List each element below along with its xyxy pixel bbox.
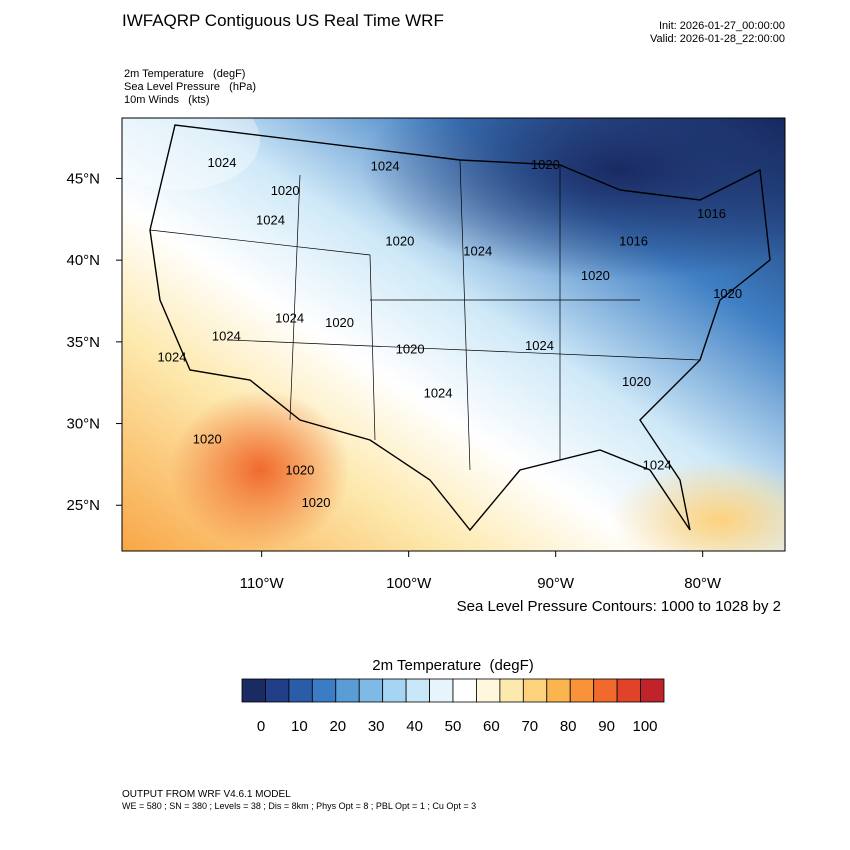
valid-time: Valid: 2026-01-28_22:00:00 bbox=[650, 33, 785, 45]
colorbar-box bbox=[405, 678, 430, 703]
colorbar-tick-label: 90 bbox=[598, 718, 615, 735]
lat-tick-label: 40°N bbox=[66, 252, 100, 269]
colorbar-box bbox=[499, 678, 524, 703]
contour-label: 1020 bbox=[285, 462, 314, 477]
colorbar-box bbox=[358, 678, 384, 703]
contour-label: 1020 bbox=[581, 268, 610, 283]
colorbar-box bbox=[311, 678, 337, 703]
lat-tick-label: 35°N bbox=[66, 334, 100, 351]
colorbar-box bbox=[546, 678, 571, 703]
colorbar-box bbox=[335, 678, 360, 703]
contour-label: 1016 bbox=[619, 234, 648, 249]
lat-tick-label: 45°N bbox=[66, 170, 100, 187]
colorbar-tick-label: 20 bbox=[329, 718, 346, 735]
colorbar-tick-label: 0 bbox=[257, 718, 265, 735]
field-label: Sea Level Pressure (hPa) bbox=[124, 81, 256, 93]
map-frame bbox=[121, 117, 786, 552]
colorbar-tick-label: 40 bbox=[406, 718, 423, 735]
colorbar-tick-label: 30 bbox=[368, 718, 385, 735]
footer-line: WE = 580 ; SN = 380 ; Levels = 38 ; Dis … bbox=[122, 801, 476, 811]
lon-tick-label: 100°W bbox=[386, 575, 432, 592]
init-time: Init: 2026-01-27_00:00:00 bbox=[659, 20, 785, 32]
contour-label: 1024 bbox=[643, 457, 672, 472]
title: IWFAQRP Contiguous US Real Time WRF bbox=[122, 11, 444, 30]
colorbar-box bbox=[265, 678, 290, 703]
colorbar-box bbox=[616, 678, 641, 703]
colorbar-tick-label: 50 bbox=[445, 718, 462, 735]
contour-label: 1020 bbox=[193, 431, 222, 446]
contour-label: 1024 bbox=[371, 158, 400, 173]
field-label: 2m Temperature (degF) bbox=[124, 68, 245, 80]
contour-label: 1016 bbox=[697, 206, 726, 221]
colorbar-box bbox=[288, 678, 313, 703]
field-label: 10m Winds (kts) bbox=[124, 94, 210, 106]
contour-label: 1024 bbox=[275, 310, 304, 325]
lon-tick-label: 110°W bbox=[240, 575, 285, 592]
contour-note: Sea Level Pressure Contours: 1000 to 102… bbox=[457, 598, 781, 615]
lon-tick-label: 90°W bbox=[537, 575, 575, 592]
contour-label: 1024 bbox=[424, 386, 453, 401]
colorbar-box bbox=[382, 678, 407, 703]
colorbar-tick-label: 10 bbox=[291, 718, 308, 735]
contour-label: 1020 bbox=[302, 495, 331, 510]
lat-tick-label: 30°N bbox=[66, 416, 100, 433]
colorbar-box bbox=[241, 678, 266, 703]
colorbar-box bbox=[476, 678, 501, 703]
contour-label: 1020 bbox=[385, 234, 414, 249]
colorbar-title: 2m Temperature (degF) bbox=[372, 657, 533, 674]
colorbar-tick-label: 70 bbox=[521, 718, 538, 735]
contour-label: 1024 bbox=[256, 212, 285, 227]
footer-line: OUTPUT FROM WRF V4.6.1 MODEL bbox=[122, 789, 291, 800]
contour-label: 1020 bbox=[622, 374, 651, 389]
colorbar-box bbox=[593, 678, 618, 703]
contour-label: 1020 bbox=[325, 315, 354, 330]
contour-label: 1020 bbox=[396, 341, 425, 356]
contour-label: 1024 bbox=[525, 338, 554, 353]
colorbar-box bbox=[452, 678, 477, 703]
contour-label: 1020 bbox=[271, 183, 300, 198]
colorbar-box bbox=[522, 678, 548, 703]
colorbar-box bbox=[429, 678, 454, 703]
colorbar-tick-label: 80 bbox=[560, 718, 577, 735]
contour-label: 1020 bbox=[713, 286, 742, 301]
colorbar-box bbox=[640, 678, 665, 703]
contour-label: 1024 bbox=[208, 155, 237, 170]
colorbar-tick-label: 60 bbox=[483, 718, 500, 735]
map-field bbox=[122, 118, 785, 551]
contour-label: 1024 bbox=[158, 350, 187, 365]
contour-label: 1020 bbox=[531, 157, 560, 172]
contour-label: 1024 bbox=[212, 328, 241, 343]
colorbar-box bbox=[569, 678, 595, 703]
contour-label: 1024 bbox=[463, 243, 492, 258]
colorbar-tick-label: 100 bbox=[632, 718, 657, 735]
lon-tick-label: 80°W bbox=[684, 575, 722, 592]
lat-tick-label: 25°N bbox=[66, 497, 100, 514]
